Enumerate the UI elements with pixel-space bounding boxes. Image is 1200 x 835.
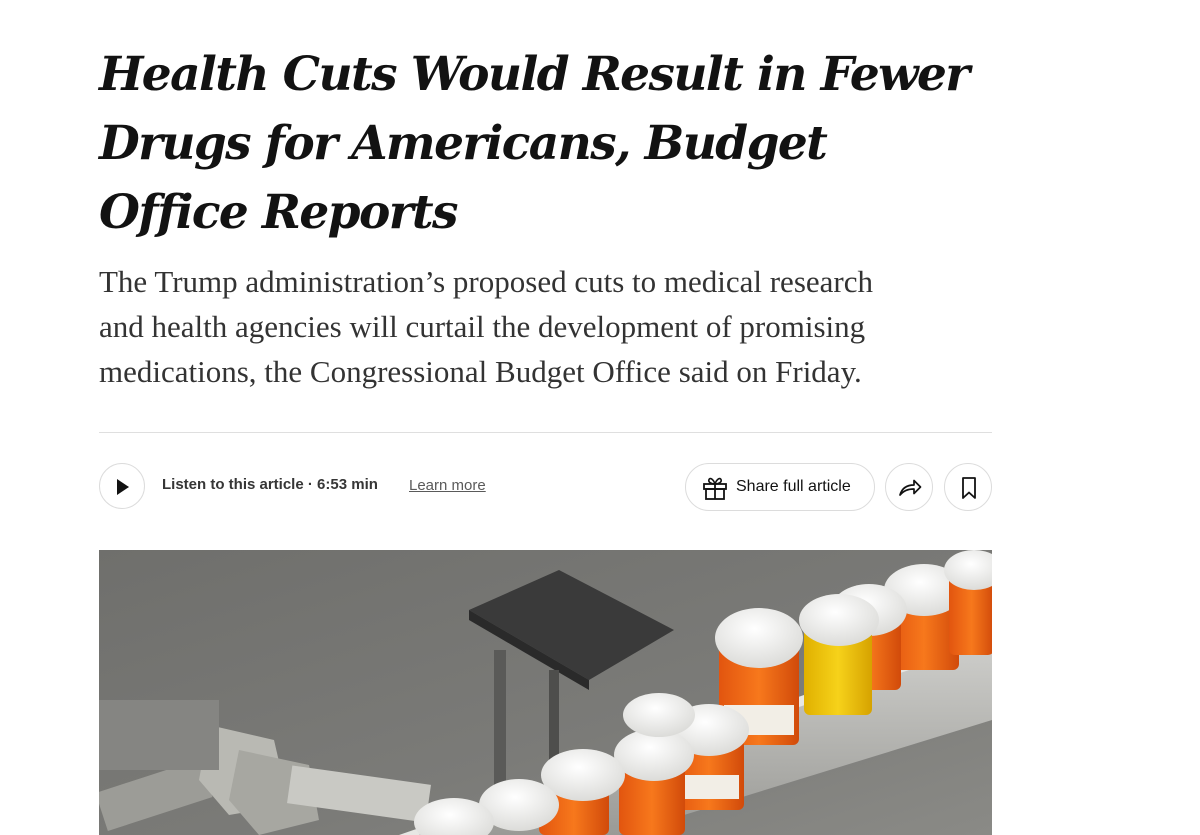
- summary-line: and health agencies will curtail the dev…: [99, 309, 866, 344]
- play-audio-button[interactable]: [99, 463, 145, 509]
- play-icon: [117, 479, 129, 495]
- share-button[interactable]: [885, 463, 933, 511]
- listen-duration: 6:53 min: [317, 476, 378, 493]
- headline-line: Health Cuts Would Result in Fewer: [99, 47, 970, 102]
- save-bookmark-button[interactable]: [944, 463, 992, 511]
- gift-icon: [703, 477, 727, 500]
- summary-line: The Trump administration’s proposed cuts…: [99, 264, 873, 299]
- article-summary: The Trump administration’s proposed cuts…: [99, 259, 992, 394]
- headline-line: Office Reports: [99, 185, 458, 240]
- listen-info: Listen to this article · 6:53 min: [162, 476, 378, 493]
- headline-line: Drugs for Americans, Budget: [99, 116, 828, 171]
- article-header: Health Cuts Would Result in Fewer Drugs …: [99, 40, 992, 394]
- article-toolbar: Listen to this article · 6:53 min Learn …: [99, 463, 992, 511]
- share-full-article-label: Share full article: [736, 478, 851, 495]
- share-arrow-icon: [899, 479, 922, 496]
- bookmark-icon: [962, 477, 976, 499]
- pill-bottles-photo: [99, 550, 992, 835]
- summary-line: medications, the Congressional Budget Of…: [99, 354, 862, 389]
- header-divider: [99, 432, 992, 433]
- listen-label: Listen to this article: [162, 476, 304, 493]
- article-lead-photo: [99, 550, 992, 835]
- share-full-article-button[interactable]: Share full article: [685, 463, 875, 511]
- learn-more-link[interactable]: Learn more: [409, 477, 486, 494]
- headline: Health Cuts Would Result in Fewer Drugs …: [99, 40, 970, 247]
- listen-separator: ·: [307, 476, 313, 493]
